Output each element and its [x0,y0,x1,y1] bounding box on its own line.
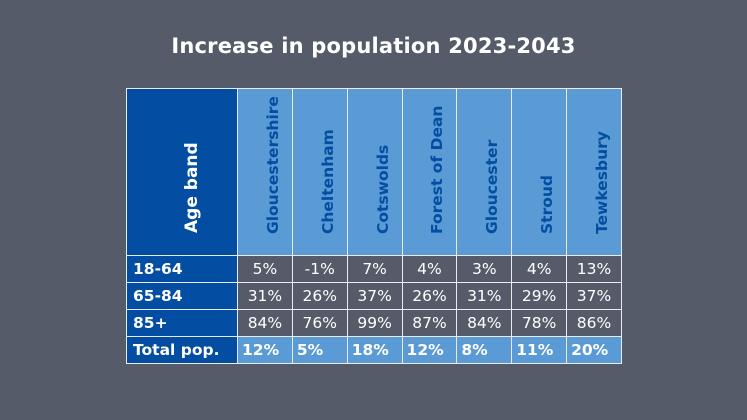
data-cell: 5% [237,255,293,283]
data-cell: -1% [291,255,348,283]
row-label: 18-64 [126,255,238,283]
data-cell: 26% [401,282,458,310]
total-cell: 20% [566,336,622,364]
column-header-gloucestershire: Gloucestershire [237,88,293,256]
total-cell: 11% [511,336,568,364]
total-cell: 12% [401,336,458,364]
data-cell: 7% [346,255,403,283]
column-header-label: Tewkesbury [593,131,612,234]
data-cell: 87% [401,309,458,337]
data-cell: 76% [291,309,348,337]
column-header-stroud: Stroud [511,88,568,256]
total-row-label: Total pop. [126,336,238,364]
data-cell: 13% [566,255,622,283]
column-header-label: Forest of Dean [428,105,447,234]
column-header-label: Cotswolds [373,144,392,234]
column-header-cotswolds: Cotswolds [346,88,403,256]
data-cell: 31% [456,282,513,310]
population-table: Age band Gloucestershire Cheltenham Cots… [126,88,622,364]
column-header-forest-of-dean: Forest of Dean [401,88,458,256]
column-header-cheltenham: Cheltenham [291,88,348,256]
data-cell: 78% [511,309,568,337]
total-cell: 5% [291,336,348,364]
column-header-label: Gloucester [483,139,502,234]
header-row: Age band Gloucestershire Cheltenham Cots… [126,88,622,256]
data-cell: 4% [511,255,568,283]
row-label: 85+ [126,309,238,337]
data-cell: 31% [237,282,293,310]
total-cell: 18% [346,336,403,364]
row-header-label: Age band [182,142,202,233]
data-cell: 84% [456,309,513,337]
row-label: 65-84 [126,282,238,310]
column-header-label: Stroud [538,175,557,234]
column-header-tewkesbury: Tewkesbury [566,88,622,256]
data-cell: 29% [511,282,568,310]
table-row-85-plus: 85+ 84% 76% 99% 87% 84% 78% 86% [126,309,622,337]
row-header-cell: Age band [126,88,238,256]
data-cell: 3% [456,255,513,283]
data-cell: 37% [566,282,622,310]
data-cell: 37% [346,282,403,310]
data-cell: 84% [237,309,293,337]
table-row-18-64: 18-64 5% -1% 7% 4% 3% 4% 13% [126,255,622,283]
data-cell: 26% [291,282,348,310]
data-cell: 99% [346,309,403,337]
column-header-label: Cheltenham [318,129,337,234]
chart-title: Increase in population 2023-2043 [171,34,576,58]
column-header-label: Gloucestershire [263,96,282,234]
data-cell: 4% [401,255,458,283]
total-cell: 8% [456,336,513,364]
table-row-total: Total pop. 12% 5% 18% 12% 8% 11% 20% [126,336,622,364]
table-row-65-84: 65-84 31% 26% 37% 26% 31% 29% 37% [126,282,622,310]
total-cell: 12% [237,336,293,364]
data-cell: 86% [566,309,622,337]
column-header-gloucester: Gloucester [456,88,513,256]
